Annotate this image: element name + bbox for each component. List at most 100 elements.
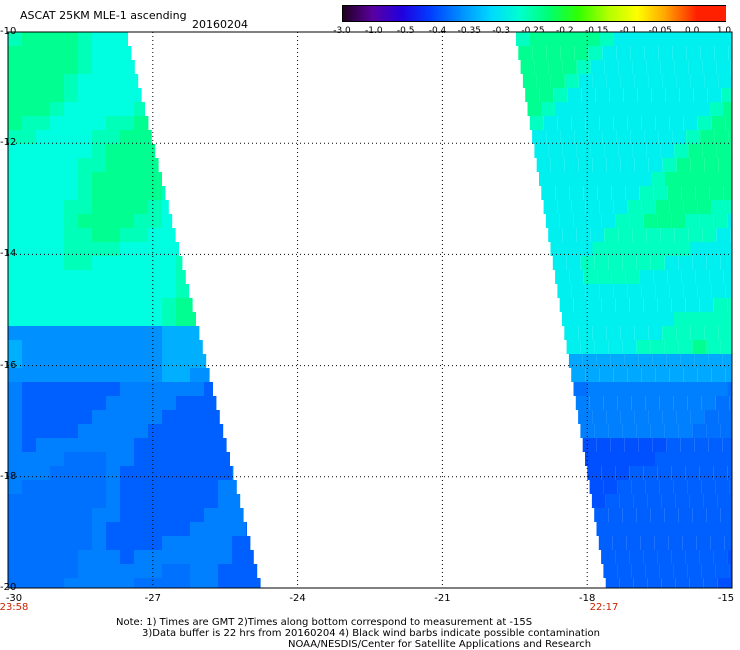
swath-cell bbox=[176, 494, 190, 508]
colorbar-segment bbox=[489, 6, 521, 21]
swath-cell bbox=[92, 214, 106, 228]
swath-cell bbox=[632, 312, 646, 326]
swath-cell bbox=[134, 396, 148, 410]
swath-cell bbox=[50, 270, 64, 284]
swath-cell bbox=[687, 564, 702, 578]
swath-cell bbox=[659, 480, 674, 494]
swath-cell bbox=[604, 144, 619, 158]
swath-cell bbox=[706, 340, 721, 354]
swath-cell bbox=[611, 270, 626, 284]
swath-cell bbox=[246, 550, 254, 564]
swath-cell bbox=[694, 354, 709, 368]
swath-cell bbox=[679, 88, 694, 102]
swath-cell bbox=[120, 578, 134, 588]
swath-cell bbox=[8, 74, 22, 88]
swath-cell bbox=[711, 116, 726, 130]
swath-cell bbox=[120, 438, 134, 452]
swath-cell bbox=[148, 480, 162, 494]
swath-cell bbox=[585, 368, 600, 382]
swath-cell bbox=[36, 354, 50, 368]
swath-cell bbox=[78, 214, 92, 228]
swath-cell bbox=[134, 438, 148, 452]
swath-cell bbox=[134, 494, 148, 508]
swath-cell bbox=[592, 158, 607, 172]
swath-cell bbox=[674, 144, 689, 158]
swath-cell bbox=[730, 60, 732, 74]
swath-cell bbox=[120, 144, 134, 158]
swath-cell bbox=[573, 214, 588, 228]
swath-cell bbox=[709, 102, 724, 116]
swath-cell bbox=[190, 452, 204, 466]
swath-cell bbox=[548, 60, 563, 74]
swath-cell bbox=[64, 466, 78, 480]
swath-cell bbox=[50, 466, 64, 480]
swath-cell bbox=[532, 46, 547, 60]
swath-cell bbox=[36, 396, 50, 410]
swath-cell bbox=[36, 102, 50, 116]
swath-cell bbox=[682, 536, 697, 550]
swath-cell bbox=[690, 326, 705, 340]
swath-cell bbox=[8, 340, 22, 354]
swath-cell bbox=[600, 32, 614, 46]
colorbar-segment bbox=[607, 6, 638, 21]
swath-cell bbox=[92, 32, 106, 46]
swath-cell bbox=[567, 172, 581, 186]
swath-cell bbox=[162, 368, 176, 382]
swath-cell bbox=[64, 480, 78, 494]
swath-cell bbox=[106, 200, 120, 214]
note-line-1: Note: 1) Times are GMT 2)Times along bot… bbox=[116, 617, 533, 628]
lat-lon-grid bbox=[8, 32, 732, 588]
swath-cell bbox=[36, 410, 50, 424]
swath-cell bbox=[22, 452, 36, 466]
swath-cell bbox=[727, 550, 732, 564]
swath-cell bbox=[50, 424, 64, 438]
swath-cell bbox=[64, 424, 78, 438]
swath-cell bbox=[78, 564, 92, 578]
swath-cell bbox=[622, 340, 637, 354]
swath-cell bbox=[50, 326, 64, 340]
swath-cell bbox=[688, 312, 702, 326]
swath-cell bbox=[50, 396, 64, 410]
swath-cell bbox=[218, 452, 230, 466]
swath-cell bbox=[120, 228, 134, 242]
swath-cell bbox=[599, 116, 614, 130]
swath-cell bbox=[597, 102, 612, 116]
swath-cell bbox=[134, 74, 139, 88]
swath-cell bbox=[78, 32, 92, 46]
swath-cell bbox=[204, 382, 213, 396]
swath-left bbox=[8, 32, 261, 588]
swath-cell bbox=[676, 74, 691, 88]
swath-cell bbox=[725, 368, 732, 382]
swath-cell bbox=[190, 298, 193, 312]
swath-cell bbox=[106, 270, 120, 284]
swath-cell bbox=[714, 130, 729, 144]
swath-cell bbox=[134, 60, 135, 74]
swath-cell bbox=[560, 130, 575, 144]
swath-cell bbox=[36, 480, 50, 494]
swath-cell bbox=[8, 270, 22, 284]
swath-cell bbox=[694, 522, 709, 536]
swath-cell bbox=[78, 172, 92, 186]
swath-cell bbox=[204, 452, 218, 466]
swath-cell bbox=[120, 130, 134, 144]
swath-cell bbox=[711, 452, 725, 466]
swath-cell bbox=[583, 102, 598, 116]
swath-cell bbox=[585, 116, 600, 130]
swath-cell bbox=[711, 368, 726, 382]
swath-cell bbox=[658, 46, 673, 60]
swath-cell bbox=[617, 480, 632, 494]
swath-cell bbox=[651, 172, 665, 186]
swath-cell bbox=[641, 284, 656, 298]
colorbar-segment bbox=[343, 6, 374, 21]
swath-cell bbox=[645, 396, 660, 410]
swath-cell bbox=[50, 508, 64, 522]
swath-cell bbox=[148, 144, 156, 158]
swath-cell bbox=[190, 312, 196, 326]
swath-cell bbox=[64, 186, 78, 200]
swath-cell bbox=[655, 452, 669, 466]
swath-cell bbox=[729, 564, 732, 578]
swath-cell bbox=[134, 256, 148, 270]
swath-cell bbox=[580, 256, 595, 270]
swath-cell bbox=[92, 256, 106, 270]
swath-cell bbox=[623, 88, 638, 102]
